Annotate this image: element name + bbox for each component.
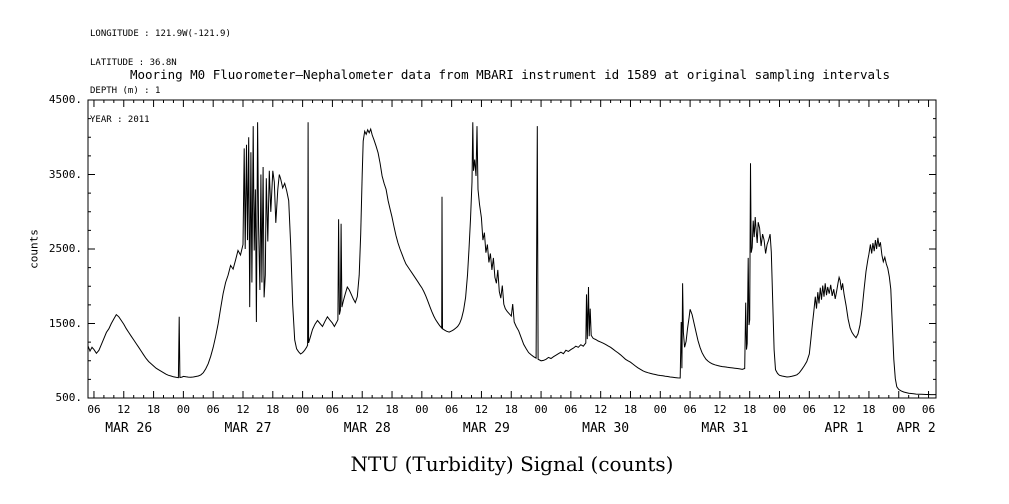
x-tick-label: 18 [623,403,638,416]
x-tick-label: 00 [534,403,548,416]
x-tick-label: 00 [772,403,787,416]
x-date-label: MAR 30 [582,421,630,436]
x-tick-label: 18 [862,403,876,416]
x-tick-label: 00 [295,403,310,416]
meta-year: YEAR : 2011 [90,114,150,125]
x-tick-label: 06 [445,403,459,416]
meta-latitude: LATITUDE : 36.8N [90,57,177,68]
x-tick-label: 18 [385,403,399,416]
y-tick-label: 3500. [48,167,82,181]
x-tick-label: 12 [474,403,489,416]
y-tick-label: 2500. [48,242,82,255]
y-tick-label: 4500. [48,93,82,106]
x-tick-label: 00 [892,403,906,416]
meta-longitude: LONGITUDE : 121.9W(-121.9) [90,29,231,39]
x-date-label: MAR 29 [462,421,510,436]
x-tick-label: 06 [564,403,578,416]
x-axis-title: NTU (Turbidity) Signal (counts) [350,452,674,476]
x-date-label: MAR 31 [701,421,749,436]
x-tick-label: 06 [683,403,697,416]
x-tick-label: 12 [117,403,131,416]
x-tick-label: 06 [87,403,101,416]
x-tick-label: 00 [176,403,190,416]
x-tick-label: 12 [355,403,369,416]
axis-frame [87,99,937,399]
x-date-label: MAR 26 [105,421,153,436]
y-tick-label: 1500. [48,316,82,330]
turbidity-series-line [87,122,936,396]
x-axis-tick-labels: 06 12 18 00 06 12 18 00 06 12 18 00 06 12 18 00 06 12 18 00… [0,403,1009,417]
x-axis-date-labels: MAR 26 MAR 27 MAR 28 MAR 29 MAR 30 MAR 31 APR … [0,421,1009,439]
x-date-label: MAR 27 [224,421,272,436]
x-tick-label: 06 [802,403,816,416]
x-tick-label: 06 [921,403,936,416]
x-tick-label: 18 [146,403,161,416]
y-axis-tick-labels: 4500. 3500. 2500. 1500. 500. [28,0,82,504]
x-tick-label: 12 [236,403,250,416]
x-tick-label: 18 [504,403,518,416]
chart-title: Mooring M0 Fluorometer–Nephalometer data… [129,67,891,82]
meta-depth: DEPTH (m) : 1 [90,86,161,96]
y-tick-label: 500. [55,391,83,404]
x-date-label: APR 2 [896,421,936,436]
x-tick-label: 00 [653,403,667,416]
x-tick-label: 18 [266,403,280,416]
x-tick-label: 06 [206,403,220,416]
metadata-block: LONGITUDE : 121.9W(-121.9) LATITUDE : 36… [90,11,231,144]
x-tick-label: 06 [325,403,340,416]
x-date-label: APR 1 [824,421,864,436]
x-tick-label: 18 [743,403,757,416]
x-tick-label: 12 [594,403,608,416]
x-tick-label: 12 [832,403,846,416]
x-tick-label: 12 [713,403,727,416]
x-tick-label: 00 [415,403,429,416]
x-date-label: MAR 28 [343,421,391,436]
